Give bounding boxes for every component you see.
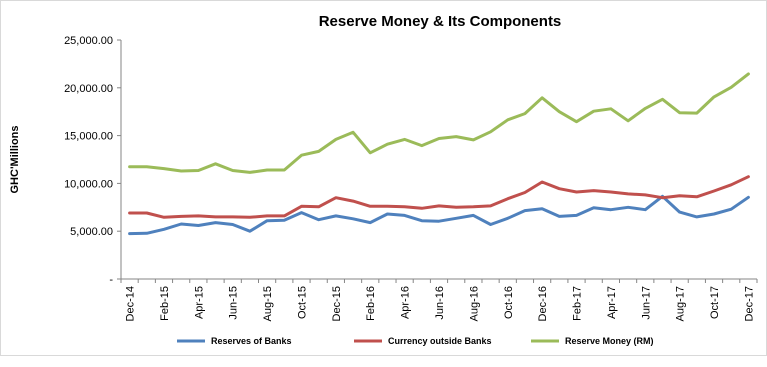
x-tick-labels: Dec-14 Feb-15 Apr-15 Jun-15 Aug-15 Oct-15 Dec-… xyxy=(120,279,758,321)
x-tick-label: Jun-17 xyxy=(640,286,652,320)
y-tick-label: 10,000.00 xyxy=(64,178,113,190)
x-tick-label: Feb-16 xyxy=(365,286,377,321)
y-tick-label: 25,000.00 xyxy=(64,35,113,47)
x-tick-label: Dec-16 xyxy=(537,286,549,321)
series-line-currency-outside-banks xyxy=(128,175,750,219)
x-tick-label: Aug-15 xyxy=(262,286,274,321)
x-tick-label: Dec-15 xyxy=(331,286,343,321)
x-tick-label: Dec-17 xyxy=(743,286,755,321)
x-tick-label: Apr-17 xyxy=(606,286,618,319)
y-axis-label: GHC'Millions xyxy=(9,125,21,193)
x-tick-label: Jun-16 xyxy=(434,286,446,320)
y-tick-label: 5,000.00 xyxy=(70,226,113,238)
chart-frame xyxy=(0,0,767,356)
x-tick-label: Oct-17 xyxy=(709,286,721,319)
x-tick-label: Apr-16 xyxy=(400,286,412,319)
series-line-reserve-money-rm xyxy=(128,72,750,174)
y-tick-label: - xyxy=(109,274,113,286)
x-tick-label: Aug-16 xyxy=(468,286,480,321)
legend-label: Currency outside Banks xyxy=(388,336,492,346)
legend: Reserves of Banks Currency outside Banks R… xyxy=(177,336,654,346)
legend-label: Reserve Money (RM) xyxy=(565,336,654,346)
x-tick-label: Feb-15 xyxy=(159,286,171,321)
x-tick-label: Oct-16 xyxy=(503,286,515,319)
legend-label: Reserves of Banks xyxy=(211,336,292,346)
x-tick-label: Apr-15 xyxy=(193,286,205,319)
x-tick-label: Jun-15 xyxy=(228,286,240,320)
y-tick-label: 20,000.00 xyxy=(64,83,113,95)
y-tick-label: 15,000.00 xyxy=(64,131,113,143)
series-lines xyxy=(128,72,750,236)
x-tick-label: Oct-15 xyxy=(296,286,308,319)
x-tick-label: Feb-17 xyxy=(572,286,584,321)
y-tick-labels: - 5,000.00 10,000.00 15,000.00 20,000.00 25,0… xyxy=(64,35,121,286)
series-line-reserves-of-banks xyxy=(128,194,750,236)
chart-title: Reserve Money & Its Components xyxy=(319,13,562,30)
x-tick-label: Dec-14 xyxy=(125,286,137,321)
x-tick-label: Aug-17 xyxy=(675,286,687,321)
